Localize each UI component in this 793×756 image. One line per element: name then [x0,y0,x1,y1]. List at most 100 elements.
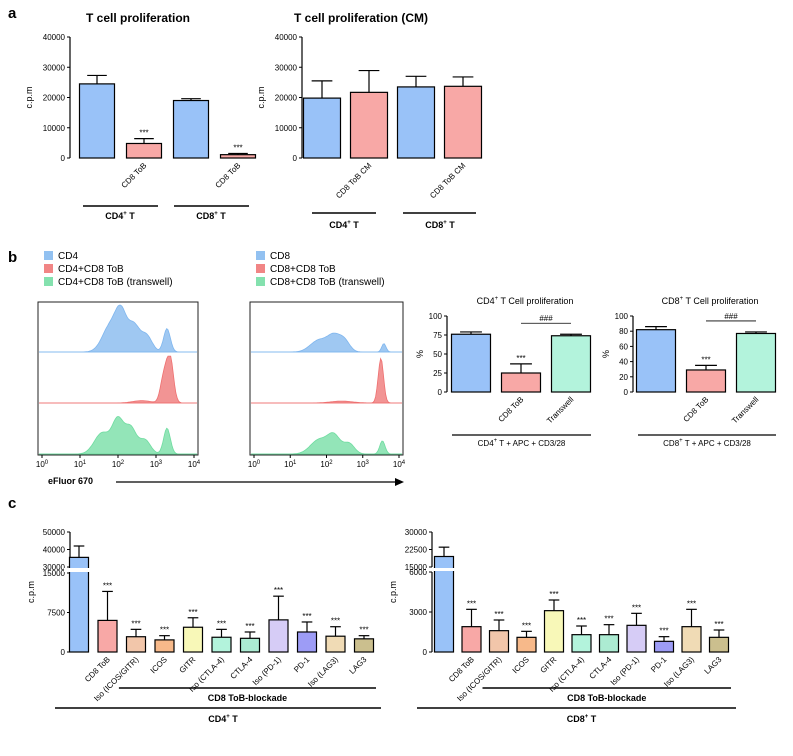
category-label: CD8 ToB [83,655,112,684]
significance-label: *** [494,610,503,619]
chart-title: CD4+ T Cell proliferation [477,296,574,306]
y-axis-label: c.p.m [24,86,34,108]
legend-swatch [44,277,53,286]
category-label: Iso (LAG3) [306,655,340,689]
chart-title-sup: + [495,296,499,302]
significance-label: *** [604,615,613,624]
panel-label-a: a [8,5,17,22]
bar [433,555,455,653]
significance-label: *** [245,622,254,631]
group-label-base: CD4 [208,714,226,724]
bar [626,624,647,653]
flow-x-tick-base: 10 [150,460,159,469]
category-label: GITR [178,655,198,675]
y-tick-label: 75 [433,331,442,340]
significance-label: *** [549,590,558,599]
group-label-cd4-base: CD4 [329,220,347,230]
histogram-trace [39,304,197,353]
group-label-base: CD4 [478,439,495,448]
group-label-suffix: T + APC + CD3/28 [497,439,566,448]
flow-x-tick-label: 102 [320,460,333,469]
legend-label: CD8 [270,251,290,262]
category-label: CD8 ToB [120,161,149,190]
bar [516,636,537,653]
group-label-sup: + [494,438,498,444]
group-label-cd8-suffix: T [447,220,456,230]
chart-a2-t-cell-proliferation-cm: T cell proliferation (CM) 0 10000 20000 3000… [256,11,483,230]
flow-x-tick-exp: 3 [159,460,163,466]
bar [68,556,90,653]
y-tick-label: 20 [619,373,628,382]
legend-label: CD8+CD8 ToB (transwell) [270,277,385,288]
flow-x-tick-exp: 0 [257,460,261,466]
y-tick-label: 100 [429,312,443,321]
bar [488,630,510,653]
flow-x-tick-base: 10 [248,460,257,469]
y-axis-label: % [601,350,611,358]
bar [268,619,289,653]
y-tick-label: 20000 [275,94,298,103]
significance-label: *** [233,143,242,152]
flow-arrow-head [395,478,404,486]
y-tick-label: 30000 [43,63,66,72]
bar [125,142,163,159]
flow-x-tick-base: 10 [357,460,366,469]
flow-x-axis: eFluor 670 [48,476,404,486]
y-tick-label: 40 [619,358,628,367]
y-tick-label: 30000 [275,63,298,72]
flow-x-tick-base: 10 [112,460,121,469]
y-tick-label: 40000 [275,33,298,42]
axis-break [64,568,378,572]
histogram-trace [39,355,197,404]
category-label: PD-1 [292,655,312,675]
group-label-cd8: CD8+ T [196,211,226,221]
significance-label: *** [160,626,169,635]
bar [239,637,261,653]
chart-a1-t-cell-proliferation: T cell proliferation 0 10000 20000 30000 4000… [24,11,257,221]
bar [443,85,483,159]
bar [708,636,730,653]
flow-x-tick-exp: 1 [83,460,87,466]
category-label: Transwell [730,395,761,426]
bar [154,639,175,653]
y-axis-label: % [415,350,425,358]
category-label: LAG3 [348,655,369,676]
category-label: ICOS [511,655,531,675]
group-label-cd8-sup: + [443,220,447,226]
flow-x-tick-base: 10 [320,460,329,469]
flow-x-tick-label: 101 [284,460,297,469]
category-label: Iso (LAG3) [662,655,696,689]
y-tick-label: 22500 [405,546,428,555]
y-tick-label: 15000 [43,569,66,578]
bar [302,97,342,159]
legend-swatch [256,251,265,260]
significance-label: *** [131,619,140,628]
chart-title: T cell proliferation (CM) [294,11,428,25]
y-tick-label: 3000 [409,608,427,617]
group-label-cd4-suffix: T [127,211,136,221]
y-axis-label: c.p.m [256,86,266,108]
bar [182,626,204,653]
y-axis-label: c.p.m [388,581,398,603]
histogram-trace [251,357,402,404]
y-tick-label: 100 [615,312,629,321]
comparison-label: ### [724,312,738,321]
significance-label: *** [139,129,148,138]
y-tick-label: 40000 [43,33,66,42]
significance-label: *** [103,581,112,590]
flow-x-tick-label: 100 [248,460,261,469]
significance-label: *** [687,599,696,608]
y-tick-label: 6000 [409,568,427,577]
bar [219,154,257,159]
bar [550,335,592,393]
y-axis-label: c.p.m [26,581,36,603]
chart-title: T cell proliferation [86,11,190,25]
group-label-cd4-suffix: T [351,220,360,230]
group-label-cd8-suffix: T [218,211,227,221]
bar [349,91,389,159]
group-label-cd4-sup: + [123,211,127,217]
y-tick-label: 40000 [43,546,66,555]
flow-x-tick-base: 10 [284,460,293,469]
bar [211,636,232,653]
category-label: ICOS [149,655,169,675]
